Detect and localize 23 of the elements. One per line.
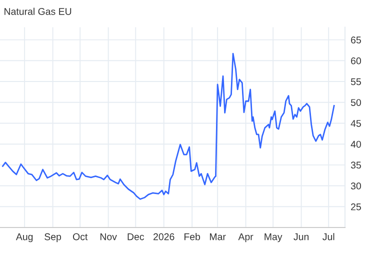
x-tick-label: Jun — [294, 233, 309, 240]
y-tick-label: 65 — [351, 36, 361, 44]
chart-title: Natural Gas EU — [4, 8, 72, 15]
x-tick-label: Jul — [322, 233, 334, 240]
y-tick-label: 55 — [350, 78, 361, 86]
x-tick-label: Nov — [100, 233, 117, 240]
x-tick-label: Sep — [44, 233, 62, 242]
y-tick-label: 60 — [351, 57, 361, 64]
x-tick-label: 2026 — [154, 233, 174, 240]
x-tick-label: Dec — [128, 233, 144, 240]
y-tick-label: 30 — [350, 182, 361, 190]
x-tick-label: Aug — [16, 233, 33, 242]
y-tick-label: 25 — [351, 203, 361, 210]
line-series — [2, 52, 335, 200]
x-tick-label: Feb — [184, 233, 200, 240]
x-tick-label: May — [264, 233, 282, 242]
y-tick-label: 45 — [350, 120, 361, 127]
x-tick-label: Mar — [210, 233, 226, 240]
y-tick-label: 40 — [350, 140, 361, 148]
x-tick-label: Oct — [73, 233, 88, 240]
y-tick-label: 35 — [350, 162, 361, 169]
x-tick-label: Apr — [238, 233, 254, 242]
y-tick-label: 50 — [350, 99, 361, 106]
